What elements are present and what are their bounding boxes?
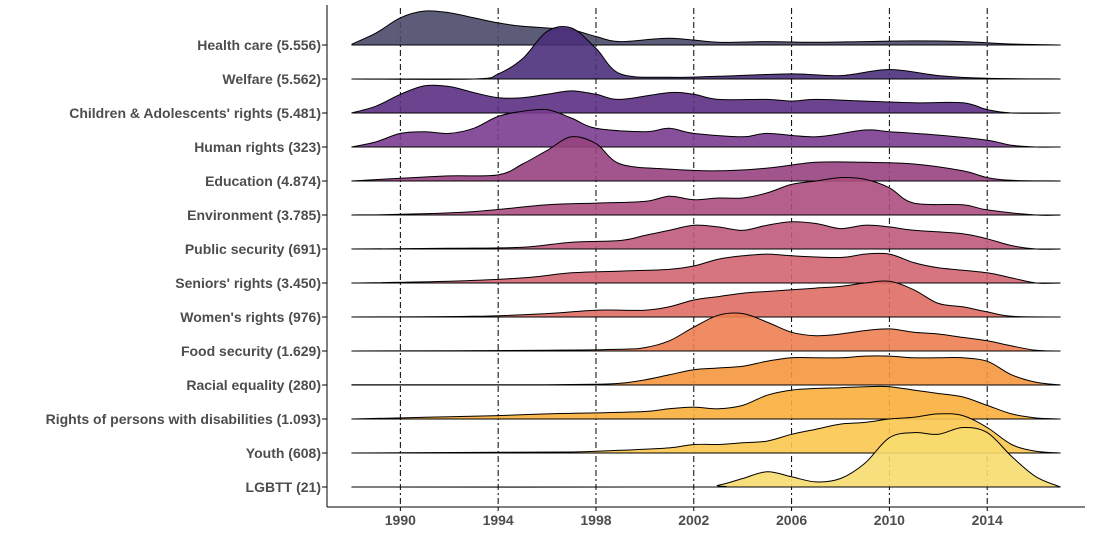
y-label-women-s-rights-976: Women's rights (976) [180, 309, 321, 325]
ridge-area [351, 136, 1061, 181]
ridges [351, 10, 1061, 488]
x-axis-labels: 1990 1994 1998 2002 2006 2010 2014 [385, 507, 1003, 528]
ridge-environment-3-785 [351, 177, 1061, 216]
ridge-outline [351, 413, 1061, 454]
x-tick-label-1994: 1994 [483, 512, 514, 528]
y-label-human-rights-323: Human rights (323) [194, 139, 321, 155]
y-label-health-care-5-556: Health care (5.556) [197, 37, 321, 53]
ridge-food-security-1-629 [351, 312, 1061, 352]
ridge-seniors-rights-3-450 [351, 252, 1061, 284]
y-axis-labels: Health care (5.556) Welfare (5.562) Childr… [46, 37, 327, 495]
ridge-welfare-5-562 [351, 26, 1061, 80]
ridge-area [351, 313, 1061, 351]
ridge-area [351, 177, 1061, 216]
y-label-seniors-rights-3-450: Seniors' rights (3.450) [175, 275, 321, 291]
ridge-lgbtt-21 [351, 426, 1061, 488]
x-tick-label-2014: 2014 [972, 512, 1003, 528]
ridge-area [351, 253, 1061, 284]
ridge-area [351, 10, 1061, 45]
x-tick-label-2010: 2010 [874, 512, 905, 528]
ridge-area [351, 221, 1061, 250]
ridge-public-security-691 [351, 221, 1061, 250]
ridge-outline [351, 426, 1061, 488]
ridge-outline [351, 221, 1061, 250]
ridge-area [351, 386, 1061, 419]
x-tick-label-2006: 2006 [776, 512, 807, 528]
ridge-outline [351, 252, 1061, 284]
ridge-outline [351, 84, 1061, 114]
ridge-outline [351, 26, 1061, 80]
y-label-welfare-5-562: Welfare (5.562) [222, 71, 321, 87]
y-label-rights-of-persons-with-disabilities-1-093: Rights of persons with disabilities (1.0… [46, 411, 321, 427]
ridge-area [351, 427, 1061, 488]
y-label-racial-equality-280: Racial equality (280) [186, 377, 321, 393]
y-label-lgbtt-21: LGBTT (21) [246, 479, 321, 495]
ridge-children-adolescents-rights-5-481 [351, 84, 1061, 114]
ridge-area [351, 280, 1061, 317]
ridge-outline [351, 108, 1061, 148]
ridge-outline [351, 136, 1061, 182]
y-label-children-adolescents-rights-5-481: Children & Adolescents' rights (5.481) [69, 105, 321, 121]
y-label-education-4-874: Education (4.874) [205, 173, 321, 189]
ridge-outline [351, 312, 1061, 352]
ridge-health-care-5-556 [351, 10, 1061, 46]
ridge-racial-equality-280 [351, 355, 1061, 386]
x-tick-label-1990: 1990 [385, 512, 416, 528]
x-tick-label-2002: 2002 [678, 512, 709, 528]
y-label-food-security-1-629: Food security (1.629) [181, 343, 321, 359]
ridge-area [351, 355, 1061, 385]
y-label-public-security-691: Public security (691) [185, 241, 321, 257]
ridge-human-rights-323 [351, 108, 1061, 148]
y-label-environment-3-785: Environment (3.785) [187, 207, 321, 223]
ridge-outline [351, 355, 1061, 386]
y-label-youth-608: Youth (608) [246, 445, 321, 461]
ridge-outline [351, 177, 1061, 216]
axes [326, 5, 1085, 508]
ridge-outline [351, 280, 1061, 318]
ridge-outline [351, 10, 1061, 46]
ridge-women-s-rights-976 [351, 280, 1061, 318]
ridge-outline [351, 385, 1061, 420]
x-tick-label-1998: 1998 [580, 512, 611, 528]
ridge-area [351, 26, 1061, 80]
ridge-area [351, 109, 1061, 148]
ridge-area [351, 85, 1061, 114]
ridge-education-4-874 [351, 136, 1061, 182]
